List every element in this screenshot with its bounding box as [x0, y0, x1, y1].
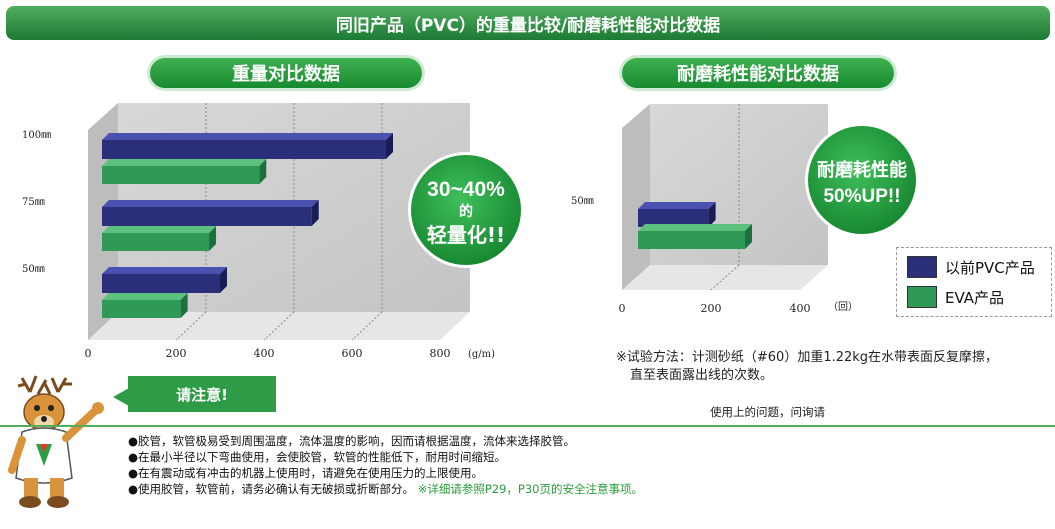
caution-item: ●在最小半径以下弯曲使用，会使胶管，软管的性能低下，耐用时间缩短。 [128, 450, 507, 464]
caution-label: 请注意! [128, 376, 276, 412]
legend-label-eva: EVA产品 [945, 288, 1005, 307]
x-tick-label: 400 [254, 347, 275, 360]
weight-badge-line2: 的 [459, 203, 473, 220]
x-tick-label: 0 [85, 347, 92, 360]
wear-badge-line2: 50%UP!! [823, 186, 900, 207]
grid-line-floor [175, 311, 207, 341]
caution-pointer-icon [113, 388, 129, 406]
legend-swatch-pvc [907, 256, 937, 278]
y-category-label: 50㎜ [571, 196, 594, 207]
x-tick-label: 0 [619, 302, 626, 315]
bar-pvc [102, 133, 393, 159]
inquiry-text: 使用上的问题，问询请 [710, 405, 825, 419]
caution-highlight: ※详细请参照P29，P30页的安全注意事项。 [417, 482, 643, 496]
top-banner: 同旧产品（PVC）的重量比较/耐磨耗性能对比数据 [6, 6, 1050, 40]
x-tick-label: 200 [701, 302, 722, 315]
bar-pvc [102, 267, 227, 293]
legend: 以前PVC产品 EVA产品 [896, 247, 1052, 317]
weight-badge-line1: 30~40% [427, 178, 505, 201]
wear-chart-title: 耐磨耗性能对比数据 [622, 58, 894, 88]
bar-eva [638, 224, 752, 249]
caution-item: ●胶管，软管极易受到周围温度，流体温度的影响，因而请根据温度，流体来选择胶管。 [128, 434, 576, 448]
bar-eva [102, 293, 188, 318]
x-unit-label: (g/m) [468, 349, 495, 360]
x-tick-label: 200 [166, 347, 187, 360]
wear-badge: 耐磨耗性能 50%UP!! [805, 123, 919, 237]
weight-badge: 30~40% 的 轻量化!! [408, 152, 524, 268]
grid-line-floor [263, 311, 295, 341]
bar-pvc [102, 200, 319, 226]
x-tick-label: 600 [342, 347, 363, 360]
divider [0, 425, 1055, 427]
bar-eva [102, 226, 217, 251]
deer-mascot-icon [8, 375, 104, 508]
y-category-label: 50㎜ [22, 264, 45, 275]
grid-line-floor [351, 311, 383, 341]
caution-item-last: ●使用胶管，软管前，请务必确认有无破损或折断部分。 ※详细请参照P29，P30页… [128, 481, 643, 497]
y-category-label: 100㎜ [22, 130, 51, 141]
legend-label-pvc: 以前PVC产品 [945, 258, 1035, 277]
legend-item-eva: EVA产品 [907, 286, 1004, 308]
weight-badge-line3: 轻量化!! [427, 223, 505, 247]
test-method-note-2: 直至表面露出线的次数。 [630, 368, 774, 383]
weight-chart-title: 重量对比数据 [150, 58, 422, 88]
test-method-note: ※试验方法：计测砂纸（#60）加重1.22kg在水带表面反复摩擦， [616, 350, 999, 365]
caution-item-text: ●使用胶管，软管前，请务必确认有无破损或折断部分。 [128, 482, 415, 496]
x-tick-label: 400 [790, 302, 811, 315]
y-category-label: 75㎜ [22, 197, 45, 208]
wear-chart-box [622, 104, 828, 291]
bar-pvc [638, 202, 716, 227]
legend-item-pvc: 以前PVC产品 [907, 256, 1035, 278]
wear-badge-line1: 耐磨耗性能 [817, 159, 907, 181]
bar-eva [102, 159, 267, 184]
caution-list: ●胶管，软管极易受到周围温度，流体温度的影响，因而请根据温度，流体来选择胶管。 … [128, 433, 643, 497]
x-tick-label: 800 [430, 347, 451, 360]
legend-swatch-eva [907, 286, 937, 308]
x-unit-label: （回） [828, 301, 858, 313]
caution-item: ●在有震动或有冲击的机器上使用时，请避免在使用压力的上限使用。 [128, 466, 484, 480]
